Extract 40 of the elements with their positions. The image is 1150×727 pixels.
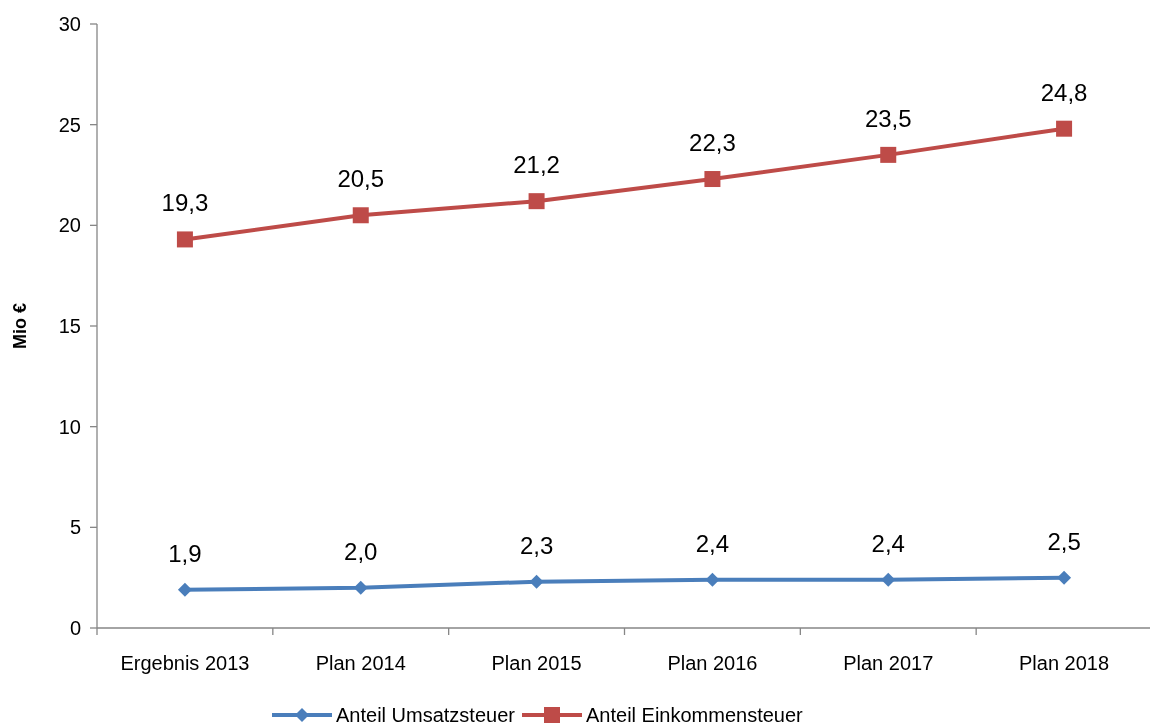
data-label: 22,3: [689, 129, 736, 157]
y-tick-label: 25: [58, 113, 81, 136]
point: [881, 572, 896, 587]
data-label: 2,4: [695, 529, 730, 557]
y-axis-title: Mio €: [10, 302, 30, 350]
point: [1057, 570, 1072, 585]
y-tick-label: 30: [58, 13, 81, 35]
point: [177, 582, 192, 597]
point: [353, 580, 368, 595]
point: [1056, 120, 1073, 137]
y-tick-label: 0: [69, 617, 81, 639]
data-label: 19,3: [161, 189, 209, 217]
y-tick-label: 5: [69, 516, 81, 539]
data-label: 24,8: [1040, 78, 1088, 106]
data-label: 23,5: [864, 104, 912, 132]
point: [704, 171, 721, 188]
point: [705, 572, 720, 587]
data-label: 21,2: [513, 151, 560, 179]
data-label: 2,4: [871, 529, 905, 557]
x-tick-label: Plan 2017: [843, 652, 934, 674]
point: [352, 207, 369, 224]
x-tick-label: Plan 2014: [315, 652, 406, 674]
legend-label: Anteil Einkommensteuer: [586, 704, 804, 726]
x-tick-label: Plan 2016: [667, 652, 758, 674]
data-label: 2,0: [344, 537, 378, 565]
x-tick-label: Plan 2018: [1019, 652, 1110, 674]
y-tick-label: 20: [58, 214, 81, 237]
legend-label: Anteil Umsatzsteuer: [336, 704, 516, 726]
point: [529, 574, 544, 589]
data-label: 2,3: [519, 531, 554, 559]
y-tick-label: 15: [58, 315, 81, 337]
data-label: 1,9: [168, 539, 202, 567]
x-tick-label: Plan 2015: [491, 652, 582, 674]
x-tick-label: Ergebnis 2013: [120, 652, 250, 674]
point: [176, 231, 193, 248]
point: [528, 193, 545, 210]
data-label: 20,5: [337, 165, 385, 193]
y-tick-label: 10: [58, 415, 81, 438]
point: [880, 146, 897, 163]
data-label: 2,5: [1047, 527, 1081, 555]
